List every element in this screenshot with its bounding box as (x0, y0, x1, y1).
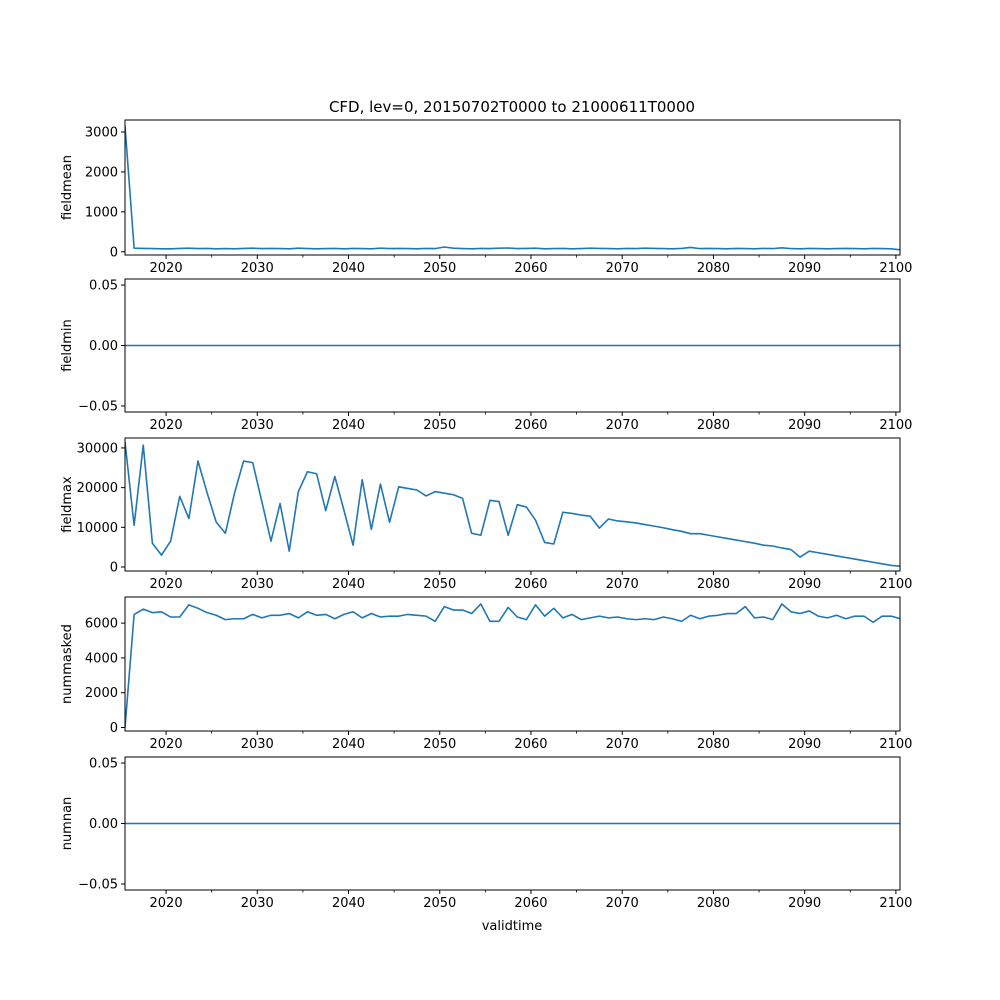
x-tick-label: 2050 (423, 261, 456, 276)
y-tick-label: 2000 (85, 686, 118, 701)
y-tick-label: 4000 (85, 651, 118, 666)
x-tick-label: 2100 (879, 896, 912, 911)
y-tick-label: 2000 (85, 165, 118, 180)
axes-frame (124, 119, 901, 256)
x-tick-label: 2050 (423, 577, 456, 592)
y-tick-label: 20000 (77, 481, 118, 496)
x-tick-label: 2090 (788, 418, 821, 433)
y-axis-label: numnan (60, 797, 75, 851)
y-tick-label: 0.05 (89, 757, 118, 772)
x-tick-label: 2030 (241, 418, 274, 433)
y-tick-label: 0.00 (89, 817, 118, 832)
y-axis-label: fieldmax (60, 476, 75, 533)
x-tick-label: 2020 (150, 418, 183, 433)
x-tick-label: 2090 (788, 577, 821, 592)
x-tick-label: 2090 (788, 737, 821, 752)
x-tick-label: 2080 (697, 577, 730, 592)
x-tick-label: 2070 (606, 737, 639, 752)
x-tick-label: 2040 (332, 896, 365, 911)
x-axis-label: validtime (482, 919, 543, 934)
x-tick-label: 2060 (514, 261, 547, 276)
y-tick-label: 0.05 (89, 279, 118, 294)
x-tick-label: 2020 (150, 896, 183, 911)
x-tick-label: 2040 (332, 418, 365, 433)
y-tick-label: 0.00 (89, 339, 118, 354)
x-tick-label: 2080 (697, 418, 730, 433)
x-tick-label: 2050 (423, 737, 456, 752)
y-tick-label: 1000 (85, 205, 118, 220)
x-tick-label: 2060 (514, 737, 547, 752)
x-tick-label: 2070 (606, 577, 639, 592)
x-tick-label: 2090 (788, 261, 821, 276)
y-tick-label: 10000 (77, 521, 118, 536)
subplot-numnan: −0.05 0.00 0.05 numnan 2020 2030 2040 2050 2060 2… (60, 756, 912, 911)
y-tick-label: 3000 (85, 125, 118, 140)
subplot-fieldmin: −0.05 0.00 0.05 fieldmin 2020 2030 2040 2050 206… (60, 278, 912, 433)
y-tick-label: 30000 (77, 441, 118, 456)
x-tick-label: 2100 (879, 418, 912, 433)
y-tick-label: 6000 (85, 617, 118, 632)
x-tick-label: 2080 (697, 737, 730, 752)
x-tick-label: 2080 (697, 896, 730, 911)
x-tick-label: 2050 (423, 896, 456, 911)
axes-frame (124, 596, 901, 732)
y-tick-label: −0.05 (78, 877, 118, 892)
subplot-fieldmax: 0 10000 20000 30000 fieldmax 2020 2030 2040 2050… (60, 437, 912, 592)
series-line-fieldmax (125, 441, 900, 568)
chart-title: CFD, lev=0, 20150702T0000 to 21000611T00… (329, 98, 695, 116)
x-tick-label: 2040 (332, 577, 365, 592)
x-tick-label: 2100 (879, 737, 912, 752)
x-tick-label: 2070 (606, 896, 639, 911)
x-tick-label: 2020 (150, 737, 183, 752)
y-tick-label: −0.05 (78, 399, 118, 414)
y-tick-label: 0 (110, 245, 118, 260)
y-tick-label: 0 (110, 561, 118, 576)
x-tick-label: 2060 (514, 418, 547, 433)
x-tick-label: 2100 (879, 577, 912, 592)
x-tick-label: 2040 (332, 737, 365, 752)
y-axis-label: fieldmin (60, 319, 75, 372)
y-tick-label: 0 (110, 721, 118, 736)
x-tick-label: 2020 (150, 261, 183, 276)
x-tick-label: 2050 (423, 418, 456, 433)
y-axis-label: fieldmean (60, 155, 75, 220)
x-tick-label: 2070 (606, 261, 639, 276)
axes-frame (124, 437, 901, 572)
subplot-nummasked: 0 2000 4000 6000 nummasked 2020 2030 2040 2050 20… (60, 596, 912, 752)
x-tick-label: 2030 (241, 261, 274, 276)
x-tick-label: 2080 (697, 261, 730, 276)
y-axis-label: nummasked (60, 624, 75, 704)
x-tick-label: 2060 (514, 577, 547, 592)
series-line-fieldmean (125, 125, 900, 251)
x-tick-label: 2060 (514, 896, 547, 911)
x-tick-label: 2090 (788, 896, 821, 911)
x-tick-label: 2030 (241, 577, 274, 592)
x-tick-label: 2020 (150, 577, 183, 592)
x-tick-label: 2030 (241, 737, 274, 752)
subplot-stack: 0 1000 2000 3000 fieldmean 2020 2030 2040 2050 20… (60, 119, 912, 911)
x-tick-label: 2040 (332, 261, 365, 276)
series-line-nummasked (125, 603, 900, 728)
x-tick-label: 2070 (606, 418, 639, 433)
subplot-fieldmean: 0 1000 2000 3000 fieldmean 2020 2030 2040 2050 20… (60, 119, 912, 276)
x-tick-label: 2100 (879, 261, 912, 276)
x-tick-label: 2030 (241, 896, 274, 911)
